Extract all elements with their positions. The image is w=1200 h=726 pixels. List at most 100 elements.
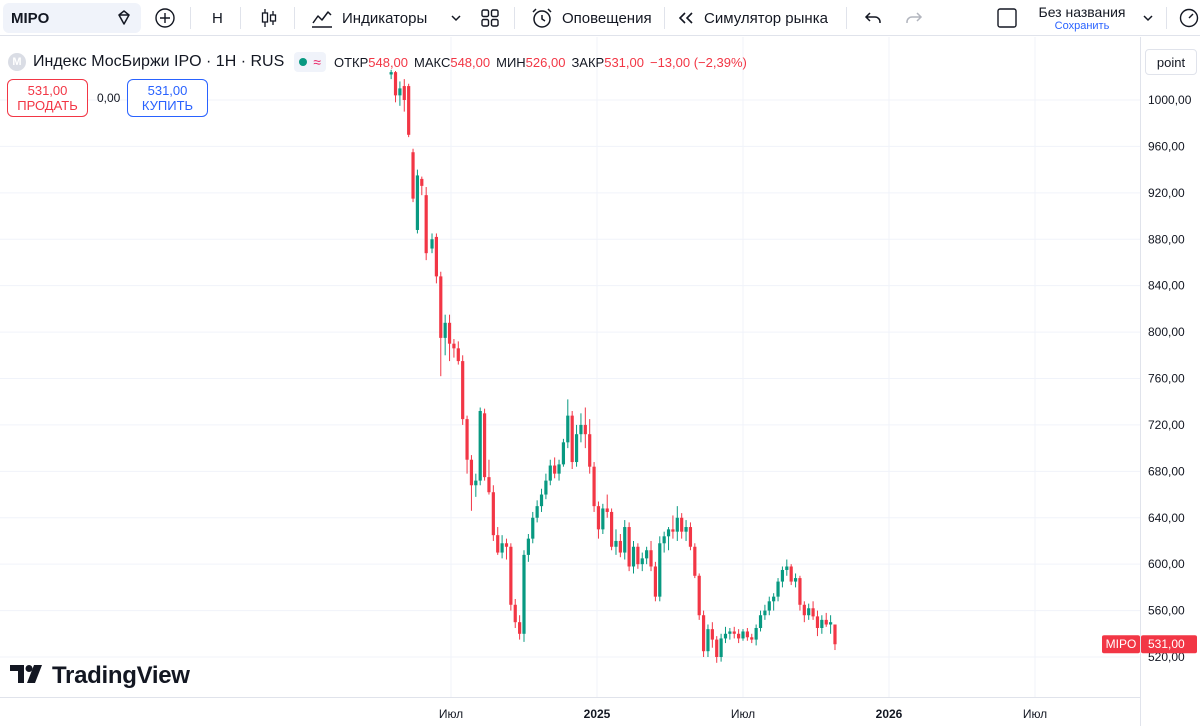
candle [434,233,438,284]
layouts-grid-icon[interactable] [479,0,501,36]
symbol-search-button[interactable]: MIPO [3,3,141,33]
candle [680,513,684,539]
candle-body [509,546,513,605]
rewind-icon [676,10,696,26]
price-tick-label: 880,00 [1148,232,1185,246]
candle-body [548,465,552,481]
candle-body [820,619,824,628]
gauge-icon[interactable] [1178,0,1200,36]
buy-button[interactable]: 531,00 КУПИТЬ [127,79,208,117]
candle [754,624,758,646]
candle [671,515,675,539]
market-status-pill[interactable]: ≈ [294,52,326,72]
sell-label: ПРОДАТЬ [17,98,78,113]
spread-value: 0,00 [97,91,121,105]
change-value: −13,00 (−2,39%) [649,54,747,70]
chevron-down-icon[interactable] [448,0,464,36]
candle [802,601,806,623]
candle-body [518,622,522,634]
candle [561,438,566,467]
candle-body [443,322,447,338]
candle-body [824,619,828,625]
indicators-button[interactable]: Индикаторы [310,0,427,36]
candle [398,81,402,106]
candle-body [535,506,539,518]
candle [592,462,596,512]
toolbar-divider [190,7,191,29]
candle [745,627,749,641]
price-tick-label: 720,00 [1148,418,1185,432]
candle-body [487,477,491,493]
symbol-title[interactable]: Индекс МосБиржи IPO · 1H · RUS [33,53,285,70]
candle [469,455,474,511]
candle [789,564,793,586]
time-axis[interactable]: Июл 2025 Июл 2026 Июл [0,697,1140,722]
candle-body [719,638,723,657]
price-tick-label: 680,00 [1148,464,1185,478]
candles-icon[interactable] [258,0,280,36]
candle-body [389,72,393,75]
candle [570,410,574,470]
toolbar-divider [664,7,665,29]
alerts-button[interactable]: Оповещения [530,0,652,36]
candle [482,408,487,481]
candle-body [420,178,424,186]
undo-icon[interactable] [862,0,884,36]
candle [491,485,495,541]
candle-body [728,631,732,634]
candle [544,473,548,500]
candle [715,636,719,663]
price-unit-label: point [1156,54,1186,70]
candle [728,627,732,640]
candle [732,626,736,639]
indicators-label: Индикаторы [342,9,428,27]
wave-icon: ≈ [313,54,321,70]
candle [415,169,420,234]
candle-body [398,88,402,96]
layout-square-icon[interactable] [996,0,1018,36]
market-replay-button[interactable]: Симулятор рынка [676,0,828,36]
price-axis[interactable]: 520,00 560,00 600,00 640,00 680,00 720,00 760,… [1140,37,1192,726]
price-unit-button[interactable]: point [1145,49,1197,75]
candle-body [693,546,697,576]
last-price-label: MIPO 531,00 [1102,635,1197,654]
price-chart[interactable]: 520,00 560,00 600,00 640,00 680,00 720,00 760,… [0,37,1200,726]
layout-name-button[interactable]: Без названия Сохранить [1034,0,1130,36]
candle-body [439,276,443,338]
candle [407,83,411,138]
close-label: ЗАКР [571,54,605,70]
candle-body [815,616,820,628]
candle-body [701,615,706,652]
candle-body [658,543,662,597]
candle-body [745,631,749,638]
candle-body [496,535,500,553]
buy-label: КУПИТЬ [141,98,194,113]
sell-price: 531,00 [27,83,68,98]
candle-body [434,236,438,277]
candle [824,612,828,627]
candle-body [671,529,675,532]
layout-save-link[interactable]: Сохранить [1054,19,1110,32]
candle-body [767,601,771,611]
candle [658,536,662,602]
add-symbol-icon[interactable] [152,0,178,36]
candle [798,575,802,611]
candle [807,603,811,620]
toolbar-divider [846,7,847,29]
chevron-down-icon[interactable] [1140,0,1156,36]
tradingview-logo[interactable]: TradingView [10,662,190,690]
candle-body [579,424,583,435]
interval-button[interactable]: H [212,0,223,36]
candle-body [504,543,509,547]
candle-body [645,550,649,559]
candle-body [732,631,736,634]
candle-body [649,550,653,567]
candle-body [785,566,789,570]
redo-icon[interactable] [903,0,925,36]
sell-button[interactable]: 531,00 ПРОДАТЬ [7,79,88,117]
candle [596,501,601,539]
high-label: МАКС [414,54,451,70]
candle [539,488,544,512]
price-tick-label: 960,00 [1148,139,1185,153]
candle [402,79,406,112]
